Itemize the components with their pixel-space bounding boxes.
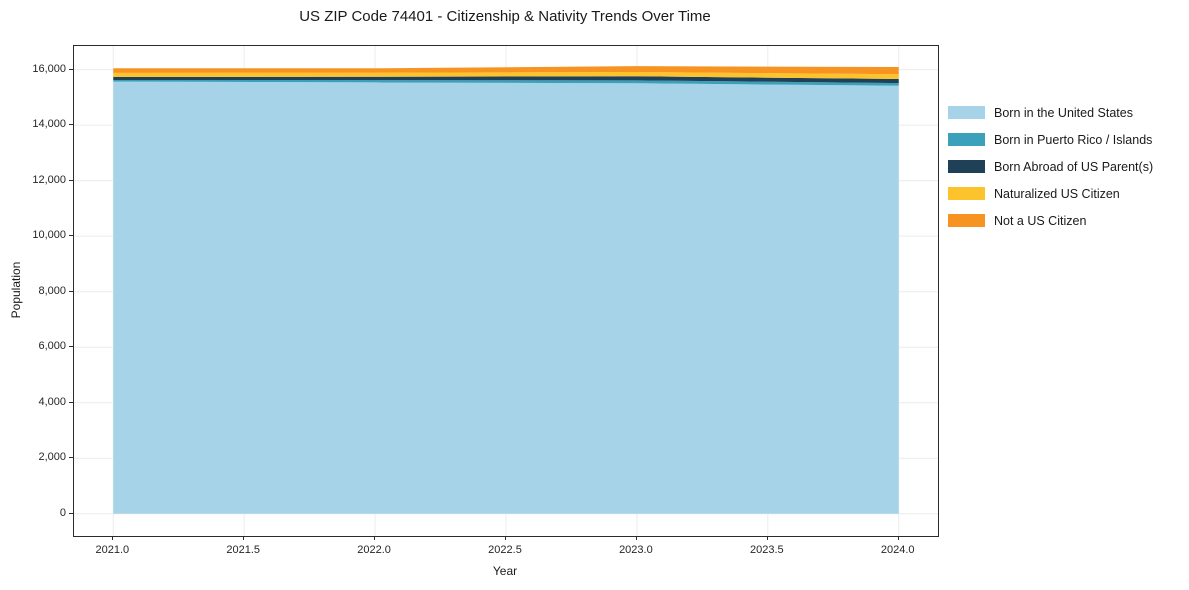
x-tick-label: 2023.0 [619,544,653,556]
legend-label: Born in Puerto Rico / Islands [994,132,1153,147]
y-tick-mark [69,512,73,514]
x-tick-mark [112,536,114,540]
legend-swatch-icon [948,133,985,146]
x-tick-mark [897,536,899,540]
x-tick-label: 2021.0 [95,544,130,556]
x-tick-mark [243,536,245,540]
y-axis-label: Population [9,261,23,319]
x-tick-mark [635,536,637,540]
y-tick-mark [69,401,73,403]
x-tick-label: 2024.0 [880,544,915,556]
y-tick-label: 14,000 [32,118,66,131]
plot-area [73,45,939,537]
legend-label: Born in the United States [994,105,1133,120]
y-tick-mark [69,290,73,292]
legend-item-born-in-puerto-rico-islands: Born in Puerto Rico / Islands [948,126,1153,153]
x-axis-label: Year [492,564,518,578]
area-born-in-puerto-rico-islands [113,80,899,86]
area-not-a-us-citizen [113,66,899,75]
legend-label: Naturalized US Citizen [994,186,1120,201]
x-tick-label: 2022.5 [488,544,522,556]
legend-item-born-in-the-united-states: Born in the United States [948,99,1153,126]
y-tick-mark [69,124,73,126]
legend: Born in the United States Born in Puerto … [948,99,1153,234]
x-tick-label: 2023.5 [749,544,784,556]
y-tick-mark [69,457,73,459]
y-tick-mark [69,235,73,237]
legend-swatch-icon [948,187,985,200]
y-tick-label: 8,000 [38,284,66,297]
area-born-in-the-united-states [113,81,899,514]
x-tick-mark [374,536,376,540]
y-tick-mark [69,68,73,70]
y-tick-label: 0 [59,506,66,519]
y-tick-label: 2,000 [38,451,66,464]
legend-swatch-icon [948,214,985,227]
y-tick-label: 12,000 [32,173,66,186]
x-tick-mark [505,536,506,540]
legend-swatch-icon [948,106,985,119]
x-tick-mark [766,536,768,540]
legend-item-not-a-us-citizen: Not a US Citizen [948,207,1153,234]
x-tick-label: 2021.5 [226,544,261,556]
x-tick-label: 2022.0 [357,544,391,556]
legend-label: Born Abroad of US Parent(s) [994,159,1154,174]
y-tick-label: 4,000 [38,395,66,408]
area-born-abroad-of-us-parent-s [113,76,899,84]
legend-swatch-icon [948,160,985,173]
y-tick-mark [69,346,73,348]
legend-item-born-abroad-of-us-parent-s: Born Abroad of US Parent(s) [948,153,1153,180]
y-tick-label: 16,000 [32,62,66,75]
y-tick-label: 6,000 [38,340,66,353]
area-naturalized-us-citizen [113,72,899,79]
y-tick-label: 10,000 [32,229,66,242]
stacked-area-plot [74,46,938,536]
legend-label: Not a US Citizen [994,213,1087,228]
y-tick-mark [69,179,73,181]
chart-title: US ZIP Code 74401 - Citizenship & Nativi… [299,8,711,25]
legend-item-naturalized-us-citizen: Naturalized US Citizen [948,180,1153,207]
